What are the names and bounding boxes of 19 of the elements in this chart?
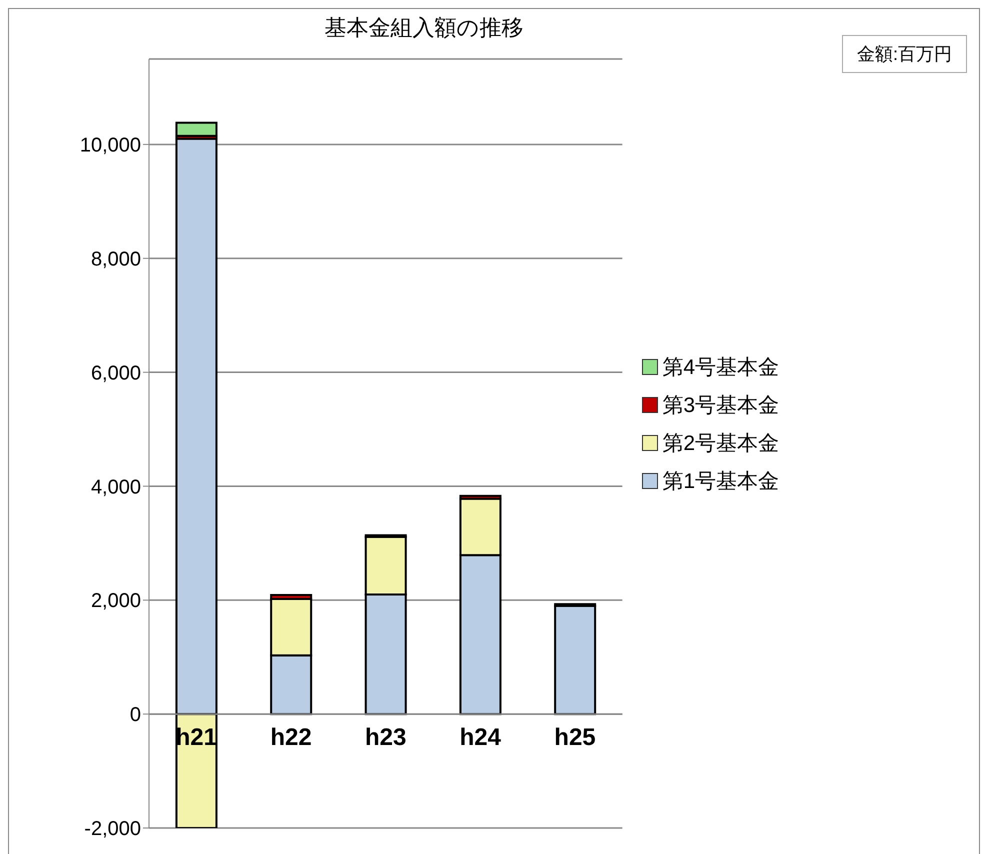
- y-tick-label: 10,000: [80, 134, 141, 157]
- y-tick-label: 2,000: [90, 590, 141, 612]
- bar: [554, 604, 596, 716]
- chart-title: 基本金組入額の推移: [324, 14, 524, 42]
- x-tick-label: h24: [460, 724, 502, 751]
- x-tick-label: h25: [554, 724, 596, 751]
- bar: [175, 122, 218, 137]
- legend-label: 第2号基本金: [662, 431, 779, 457]
- legend-label: 第4号基本金: [662, 355, 779, 381]
- text: 金額:百万円: [842, 35, 967, 73]
- x-tick-label: h22: [270, 724, 312, 751]
- y-tick-label: 8,000: [90, 248, 141, 270]
- y-tick-label: 4,000: [90, 476, 141, 498]
- x-tick-label: h23: [364, 724, 406, 751]
- y-tick-label: -2,000: [84, 818, 141, 840]
- y-tick-label: 6,000: [90, 362, 141, 384]
- y-tick-label: 0: [130, 704, 141, 726]
- legend-label: 第1号基本金: [662, 469, 779, 495]
- legend-label: 第3号基本金: [662, 393, 779, 419]
